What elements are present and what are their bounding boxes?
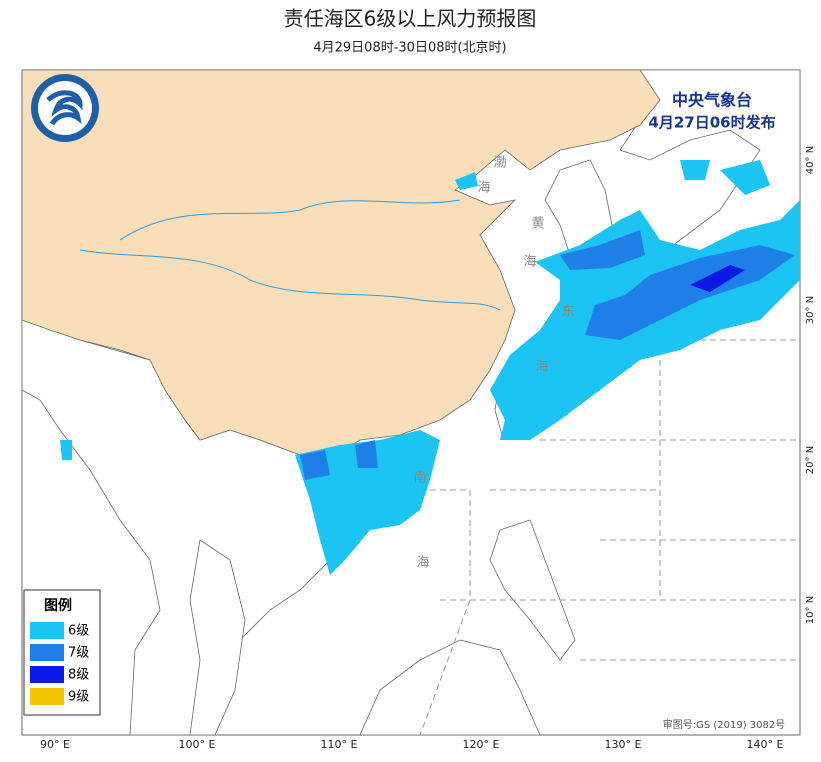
map-frame: [21, 69, 801, 736]
agency: 中央气象台: [672, 91, 752, 110]
issue-time: 4月27日06时发布: [648, 114, 775, 132]
sea-label: 海: [523, 255, 536, 270]
lat-label: 10° N: [805, 596, 816, 624]
wind-area-7: [300, 450, 330, 480]
wind-area-6: [680, 160, 710, 180]
wind-area-7: [585, 245, 795, 340]
title: 责任海区6级以上风力预报图: [284, 7, 537, 31]
lat-label: 40° N: [805, 146, 816, 174]
sea-label: 南: [413, 470, 426, 486]
sea-label: 黄: [531, 217, 544, 232]
legend-swatch: [30, 622, 64, 639]
wind-area-6: [295, 430, 440, 575]
wind-area-7: [355, 440, 378, 468]
lon-label: 110° E: [321, 738, 358, 751]
legend: 图例 6级 7级 8级 9级: [23, 589, 101, 716]
lat-label: 30° N: [805, 296, 816, 324]
legend-label: 8级: [68, 668, 89, 683]
sea-label: 海: [416, 556, 429, 571]
legend-label: 9级: [68, 690, 89, 705]
map-number: 审图号:GS (2019) 3082号: [663, 718, 786, 731]
lon-label: 120° E: [463, 738, 500, 751]
lat-label: 20° N: [805, 446, 816, 474]
legend-label: 6级: [68, 624, 89, 639]
subtitle: 4月29日08时-30日08时(北京时): [313, 41, 506, 56]
sea-label: 海: [477, 181, 490, 196]
legend-label: 7级: [68, 646, 89, 661]
lon-label: 130° E: [605, 738, 642, 751]
legend-swatch: [30, 688, 64, 705]
lon-label: 90° E: [40, 738, 70, 751]
sea-label: 东: [561, 305, 574, 320]
wind-area-8: [690, 265, 745, 292]
legend-title: 图例: [44, 597, 72, 614]
lon-label: 140° E: [747, 738, 784, 751]
wind-area-6: [60, 440, 72, 460]
logo: [31, 74, 99, 142]
sea-label: 渤: [493, 155, 506, 171]
wind-area-7: [560, 230, 645, 270]
wind-area-6: [455, 172, 478, 190]
legend-swatch: [30, 666, 64, 683]
lon-label: 100° E: [179, 738, 216, 751]
sea-label: 海: [535, 360, 548, 375]
wind-area-6: [720, 160, 770, 195]
legend-swatch: [30, 644, 64, 661]
